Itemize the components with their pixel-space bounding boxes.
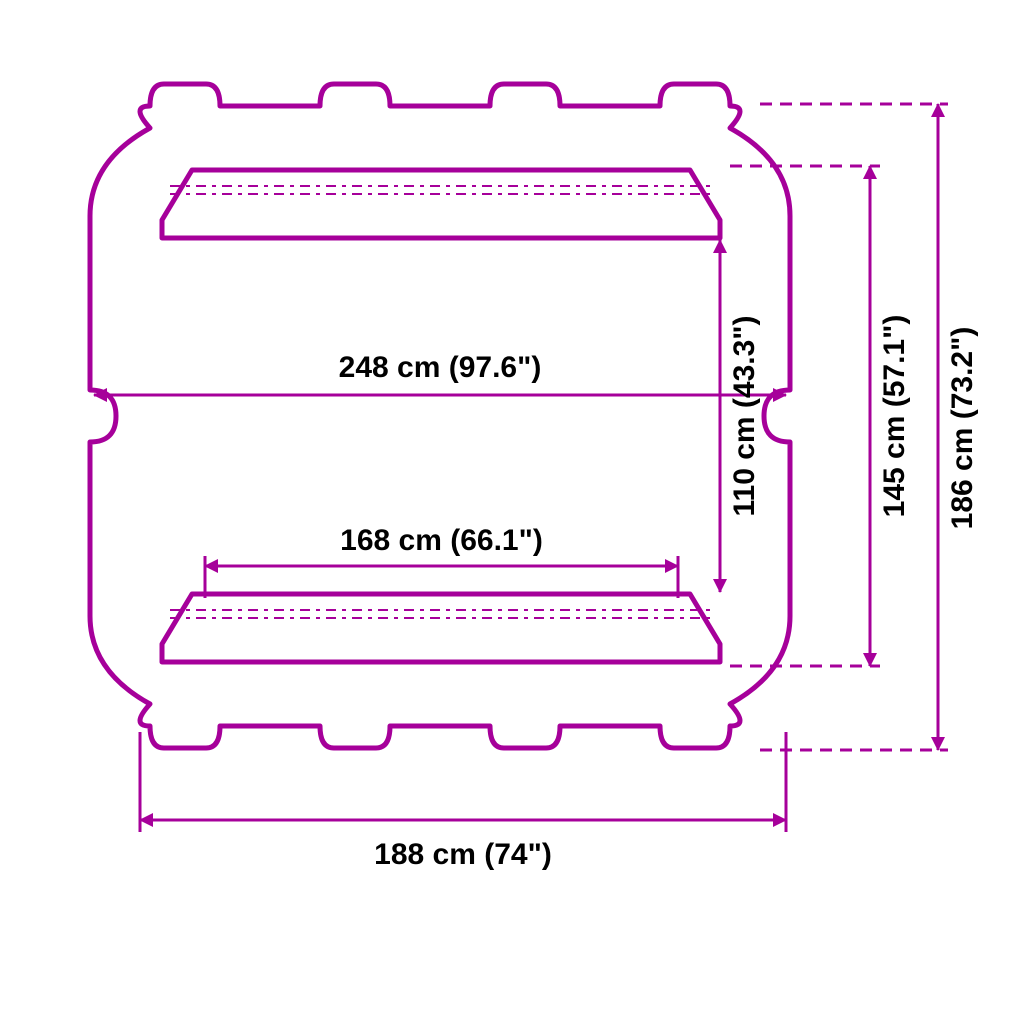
canopy-outline (90, 84, 790, 748)
dim-145-label: 145 cm (57.1") (878, 315, 911, 518)
dim-186-label: 186 cm (73.2") (946, 327, 979, 530)
dim-248-label: 248 cm (97.6") (339, 351, 542, 384)
dim-188-label: 188 cm (74") (374, 838, 552, 871)
inner-flap (162, 170, 720, 238)
dim-110-label: 110 cm (43.3") (728, 315, 761, 516)
dim-168-label: 168 cm (66.1") (340, 524, 543, 557)
inner-flap (162, 594, 720, 662)
